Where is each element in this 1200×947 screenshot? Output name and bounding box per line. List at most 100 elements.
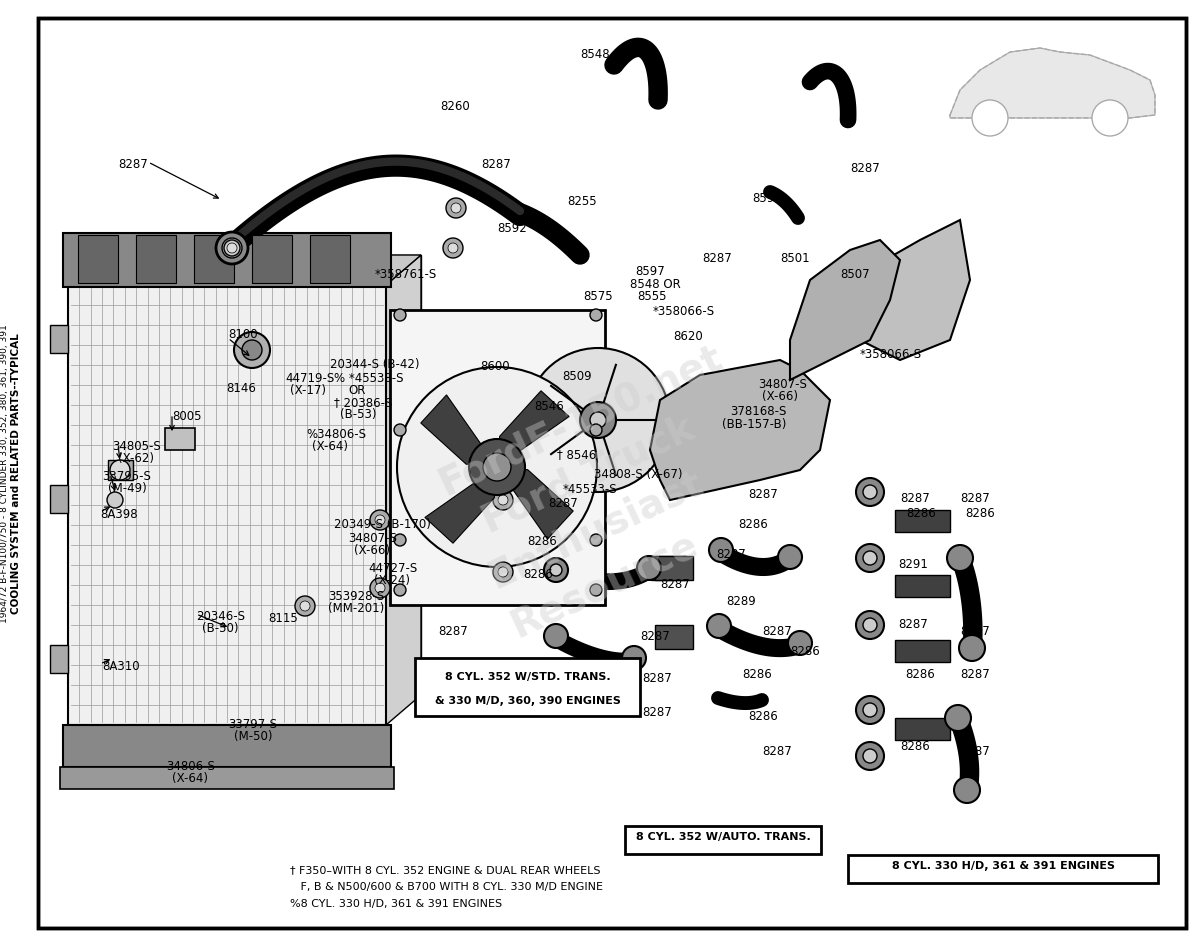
Bar (895, 640, 950, 662)
Text: 8287: 8287 (548, 497, 577, 510)
Polygon shape (497, 467, 574, 539)
Text: 8286: 8286 (748, 710, 778, 723)
Bar (108, 460, 133, 480)
Text: 8287: 8287 (716, 548, 745, 561)
Circle shape (972, 100, 1008, 136)
Text: 8287: 8287 (438, 625, 468, 638)
Text: (MM-201): (MM-201) (328, 602, 384, 615)
Circle shape (590, 584, 602, 596)
Text: 8287: 8287 (898, 618, 928, 631)
Text: Resource: Resource (504, 525, 703, 645)
Bar (64, 725, 391, 767)
Text: 8 CYL. 352 W/AUTO. TRANS.: 8 CYL. 352 W/AUTO. TRANS. (636, 832, 810, 842)
Text: (X-66): (X-66) (762, 390, 798, 403)
Circle shape (590, 534, 602, 546)
Text: 8287: 8287 (660, 578, 690, 591)
Circle shape (300, 601, 310, 611)
Circle shape (107, 492, 124, 508)
Bar (50, 485, 68, 513)
Bar (136, 235, 176, 283)
Bar (415, 658, 640, 716)
Circle shape (498, 495, 508, 505)
Text: 34807-S: 34807-S (348, 532, 397, 545)
Bar (895, 718, 950, 740)
Text: 44719-S: 44719-S (286, 372, 335, 385)
Circle shape (863, 485, 877, 499)
Bar (895, 575, 950, 597)
Circle shape (863, 749, 877, 763)
Text: 8287: 8287 (481, 158, 511, 171)
Text: 8501: 8501 (780, 252, 810, 265)
Circle shape (370, 510, 390, 530)
Text: *358761-S: *358761-S (374, 268, 437, 281)
Polygon shape (650, 360, 830, 500)
Circle shape (778, 545, 802, 569)
Bar (78, 235, 118, 283)
Text: 8286: 8286 (905, 668, 935, 681)
Bar (895, 510, 950, 532)
Text: 378168-S: 378168-S (730, 405, 786, 418)
Text: 8A310: 8A310 (102, 660, 139, 673)
Circle shape (637, 556, 661, 580)
Circle shape (224, 240, 240, 256)
Text: FordF-150.net: FordF-150.net (432, 337, 728, 503)
Polygon shape (386, 255, 421, 725)
Polygon shape (425, 467, 497, 544)
Text: 8100: 8100 (228, 328, 258, 341)
Circle shape (110, 460, 130, 480)
Text: *358066-S: *358066-S (860, 348, 922, 361)
Text: 8287: 8287 (748, 488, 778, 501)
Text: 8287: 8287 (850, 162, 880, 175)
Text: 8575: 8575 (583, 290, 613, 303)
Text: † 8546: † 8546 (557, 448, 596, 461)
Text: 8287: 8287 (640, 630, 670, 643)
Text: 8620: 8620 (673, 330, 703, 343)
Bar (252, 235, 292, 283)
Circle shape (544, 624, 568, 648)
Text: Ford Truck: Ford Truck (475, 409, 701, 541)
Circle shape (493, 490, 514, 510)
Text: *45533-S: *45533-S (563, 483, 618, 496)
Text: 8287: 8287 (762, 625, 792, 638)
Text: 8286: 8286 (900, 740, 930, 753)
Circle shape (227, 243, 238, 253)
Polygon shape (840, 220, 970, 360)
Text: 8287: 8287 (762, 745, 792, 758)
Text: 8600: 8600 (480, 360, 510, 373)
Polygon shape (421, 395, 497, 467)
Circle shape (863, 618, 877, 632)
Text: 8287: 8287 (960, 745, 990, 758)
Circle shape (856, 696, 884, 724)
Text: 8287: 8287 (119, 158, 148, 171)
Text: 8509: 8509 (562, 370, 592, 383)
Circle shape (493, 562, 514, 582)
Text: 8555: 8555 (810, 68, 840, 81)
Circle shape (469, 439, 526, 495)
Circle shape (443, 238, 463, 258)
Text: 8548: 8548 (580, 48, 610, 61)
Text: 8597: 8597 (635, 265, 665, 278)
Circle shape (234, 332, 270, 368)
Polygon shape (103, 255, 421, 695)
Text: 8597: 8597 (752, 192, 781, 205)
Bar (655, 625, 694, 649)
Text: 8287: 8287 (900, 492, 930, 505)
Circle shape (947, 545, 973, 571)
Circle shape (394, 584, 406, 596)
Text: (B-50): (B-50) (202, 622, 239, 635)
Bar (68, 285, 386, 725)
Text: 8286: 8286 (790, 645, 820, 658)
Text: (M-50): (M-50) (234, 730, 272, 743)
Bar (50, 325, 68, 353)
Circle shape (374, 515, 385, 525)
Text: OR: OR (348, 384, 365, 397)
Text: † 20386-S: † 20386-S (334, 396, 392, 409)
Circle shape (451, 203, 461, 213)
Polygon shape (68, 255, 421, 285)
Text: 1964/72 B-F-N100/750 - 8 CYLINDER 330, 352, 380, 361, 390, 391: 1964/72 B-F-N100/750 - 8 CYLINDER 330, 3… (0, 324, 10, 623)
Bar (390, 310, 605, 605)
Circle shape (446, 198, 466, 218)
Text: 8287: 8287 (702, 252, 732, 265)
Text: (X-66): (X-66) (354, 544, 390, 557)
Bar (60, 767, 394, 789)
